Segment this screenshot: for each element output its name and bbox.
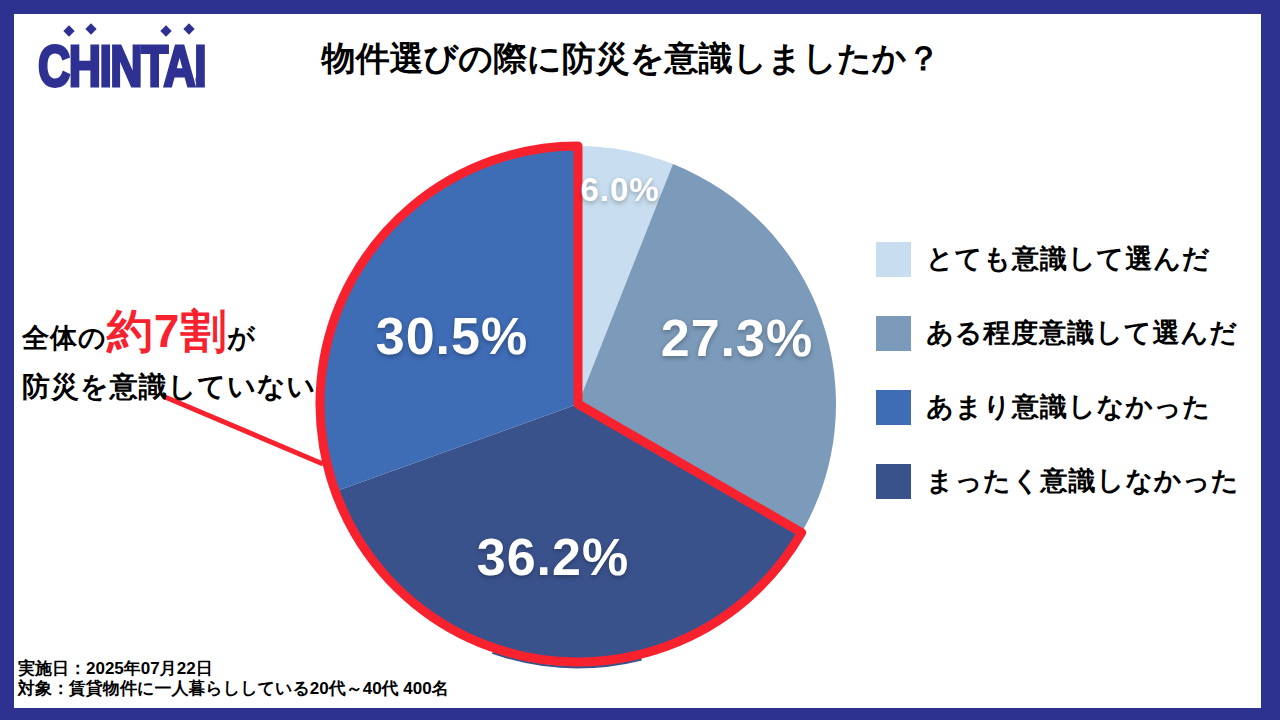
page-title: 物件選びの際に防災を意識しましたか？ [0,38,1262,78]
legend-label: あまり意識しなかった [926,389,1211,425]
survey-footer: 実施日：2025年07月22日 対象：賃貸物件に一人暮らししている20代～40代… [18,659,449,698]
annotation-line1: 全体の約7割が [22,308,256,361]
legend-item: ある程度意識して選んだ [876,315,1240,351]
annotation-suffix: が [227,323,256,353]
legend-swatch [876,242,911,277]
legend-label: ある程度意識して選んだ [926,315,1238,351]
legend-label: まったく意識しなかった [926,463,1240,499]
legend-swatch [876,464,911,499]
annotation-prefix: 全体の [22,323,107,353]
annotation-leader-line [165,397,323,464]
legend-item: とても意識して選んだ [876,241,1240,277]
legend-item: まったく意識しなかった [876,463,1240,499]
pie-percent-label: 36.2% [477,527,629,587]
legend-swatch [876,390,911,425]
legend-label: とても意識して選んだ [926,241,1210,277]
survey-date: 実施日：2025年07月22日 [18,659,449,679]
legend-swatch [876,316,911,351]
chart-legend: とても意識して選んだある程度意識して選んだあまり意識しなかったまったく意識しなか… [876,241,1240,537]
annotation-highlight: 約7割 [107,305,228,357]
annotation-line2: 防災を意識していない [22,373,316,401]
legend-item: あまり意識しなかった [876,389,1240,425]
pie-percent-label: 6.0% [580,171,659,209]
pie-percent-label: 27.3% [661,308,813,368]
survey-target: 対象：賃貸物件に一人暮らししている20代～40代 400名 [18,679,449,699]
pie-percent-label: 30.5% [376,306,528,366]
